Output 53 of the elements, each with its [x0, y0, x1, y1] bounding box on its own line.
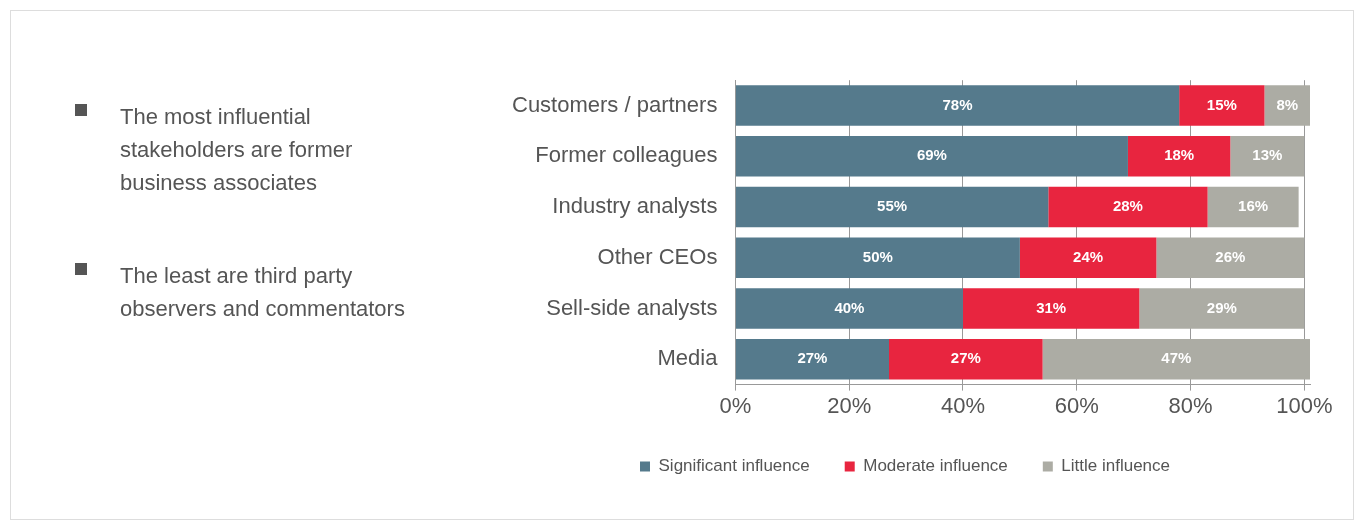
y-tick-label: Industry analysts	[552, 193, 718, 219]
bar	[735, 338, 890, 380]
bar	[889, 338, 1043, 380]
x-tick-label: 20%	[827, 392, 872, 418]
text: 27%	[950, 349, 981, 367]
text: The most influential stakeholders are former business associates	[120, 104, 353, 195]
bar	[1156, 237, 1305, 279]
bar	[1042, 338, 1310, 380]
text: 26%	[1215, 247, 1246, 265]
bar	[735, 186, 1049, 228]
text: 27%	[797, 349, 828, 367]
text: 8%	[1276, 95, 1299, 113]
x-tick-label: 80%	[1168, 392, 1213, 418]
text: 47%	[1161, 349, 1192, 367]
text: 78%	[942, 95, 973, 113]
bar	[962, 288, 1140, 329]
bar	[735, 237, 1020, 279]
text: 16%	[1238, 197, 1269, 215]
bar	[1139, 288, 1305, 329]
y-tick-label: Other CEOs	[597, 243, 718, 269]
x-tick-label: 60%	[1054, 392, 1099, 418]
text: 13%	[1252, 146, 1283, 164]
legend-label: Moderate influence	[863, 456, 1008, 476]
text: 50%	[862, 247, 893, 265]
x-tick-label: 0%	[719, 392, 752, 418]
legend-label: Little influence	[1061, 456, 1170, 476]
bar	[1207, 186, 1299, 228]
bar	[1048, 186, 1208, 228]
bar	[1019, 237, 1157, 279]
bar	[1179, 85, 1265, 126]
text: 28%	[1112, 197, 1143, 215]
bar	[1127, 136, 1231, 177]
bar	[735, 136, 1128, 177]
text: 55%	[877, 197, 908, 215]
x-tick-label: 100%	[1276, 392, 1333, 418]
text: 29%	[1206, 298, 1237, 316]
text: The least are third party observers and commentators	[120, 263, 405, 321]
x-tick-label: 40%	[940, 392, 985, 418]
legend-label: Significant influence	[658, 456, 810, 476]
y-tick-label: Former colleagues	[535, 142, 718, 168]
text: 31%	[1036, 298, 1067, 316]
text: 69%	[916, 146, 947, 164]
y-tick-label: Customers / partners	[512, 91, 718, 117]
bar	[735, 85, 1180, 126]
text: 24%	[1073, 247, 1104, 265]
bar	[1230, 136, 1305, 177]
y-tick-label: Sell-side analysts	[546, 294, 718, 320]
text: 40%	[834, 298, 865, 316]
text: 15%	[1206, 95, 1237, 113]
y-tick-label: Media	[657, 345, 719, 371]
text: 18%	[1164, 146, 1195, 164]
bar	[735, 288, 963, 329]
bar	[1264, 85, 1310, 126]
